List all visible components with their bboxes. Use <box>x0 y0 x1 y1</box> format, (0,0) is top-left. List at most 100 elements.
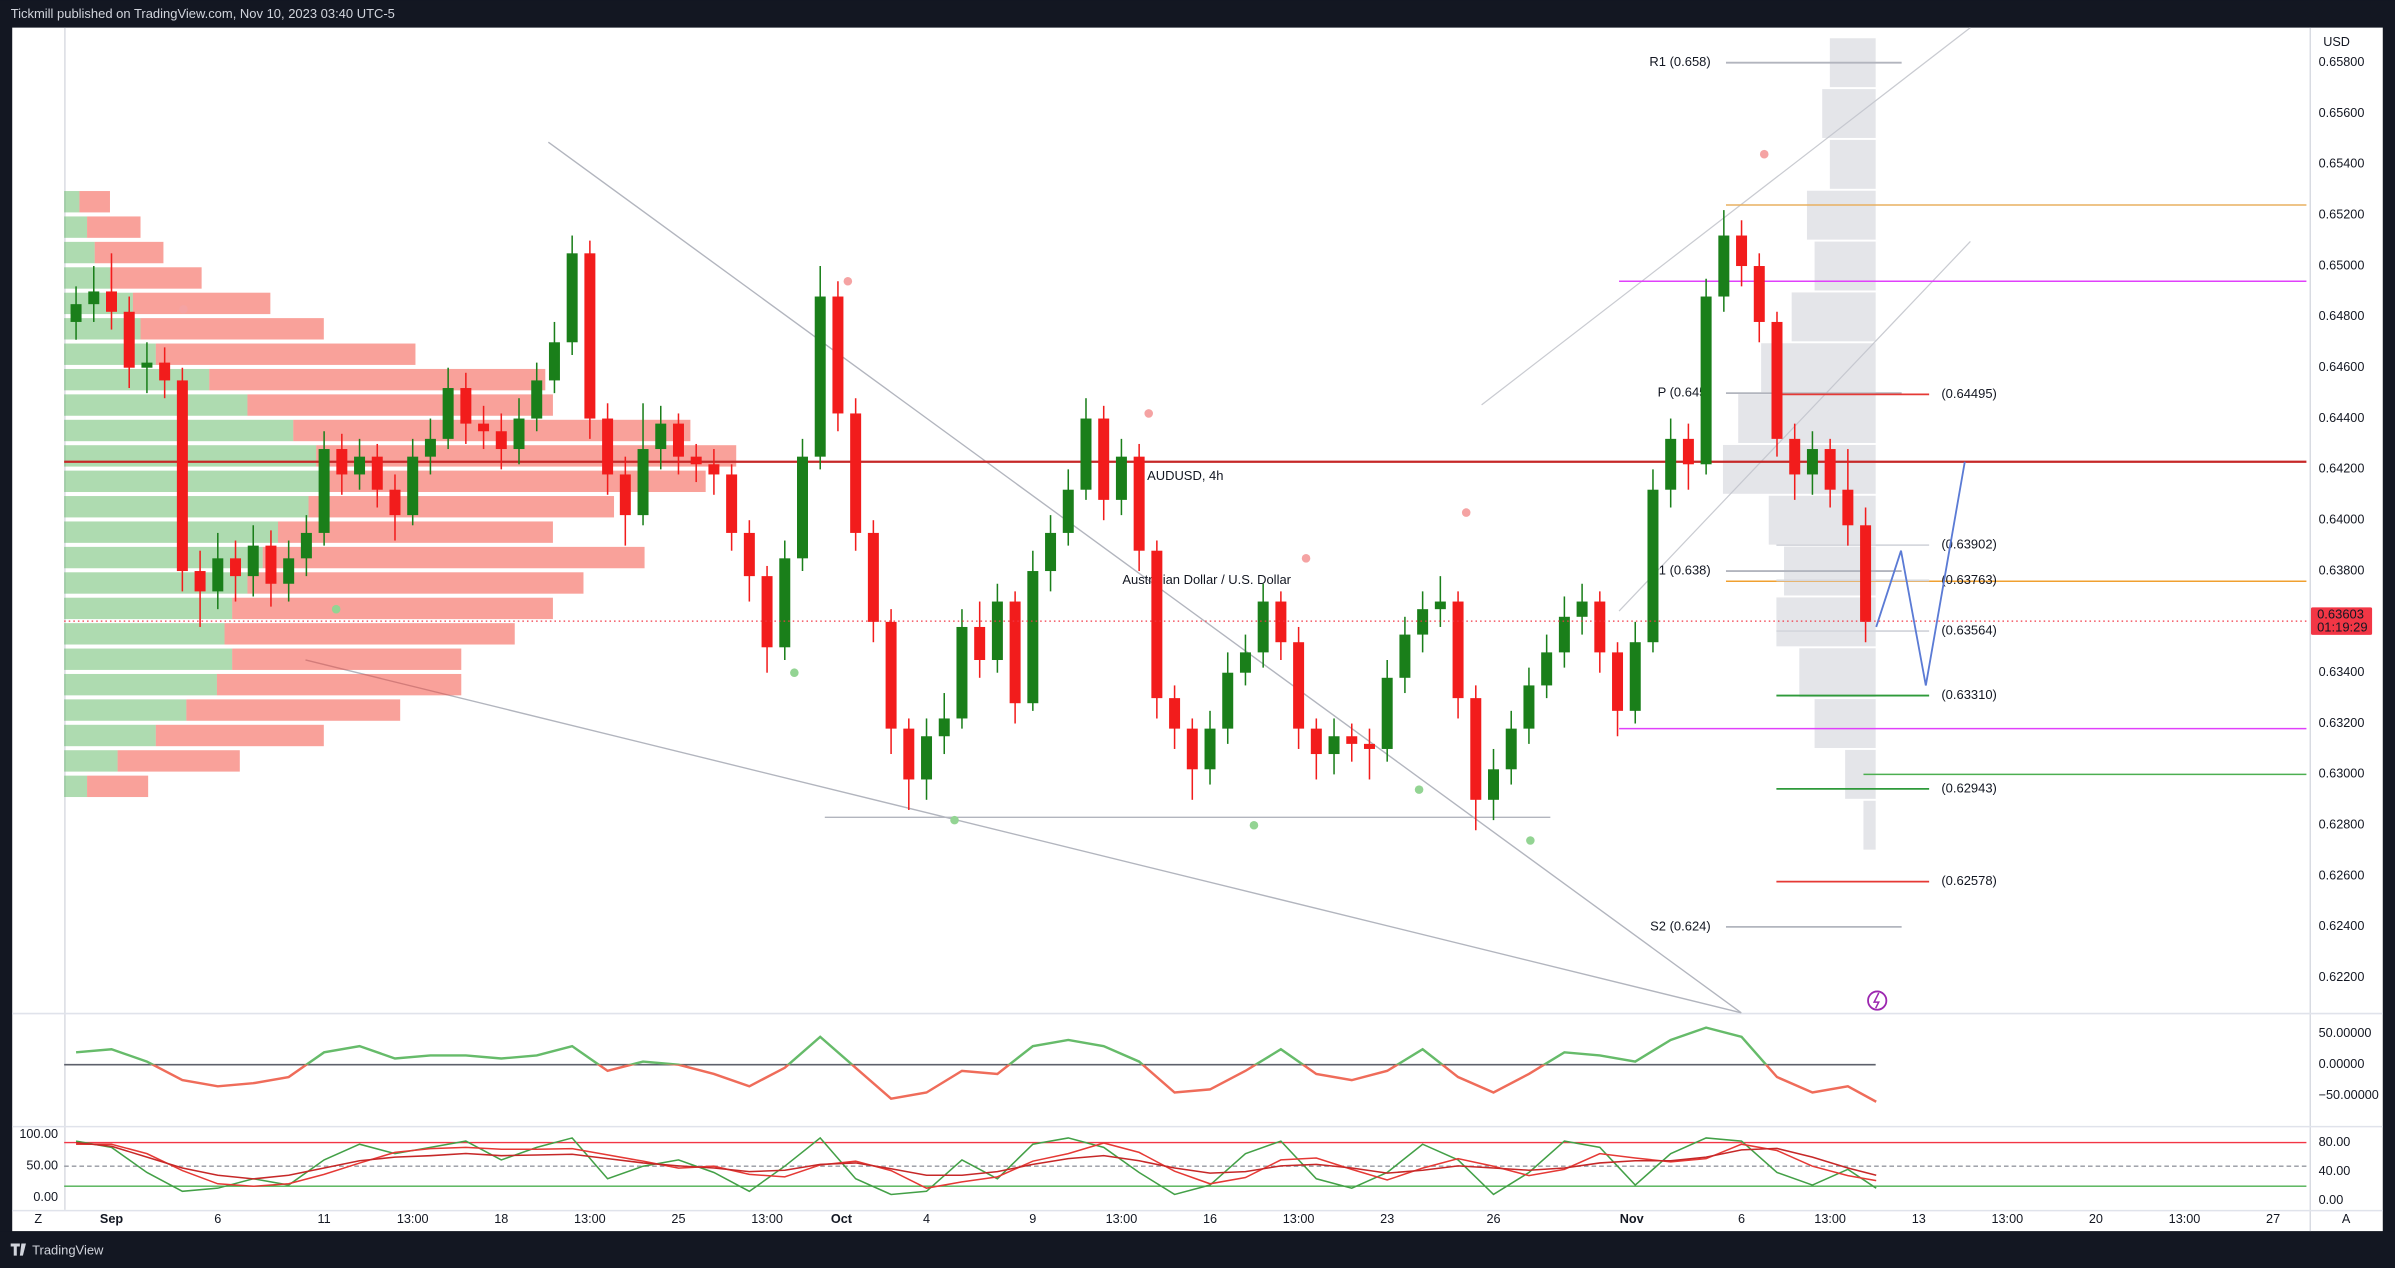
level-label: (0.63310) <box>1941 687 1997 702</box>
x-tick-label: 23 <box>1380 1212 1394 1226</box>
volume-sell <box>247 572 584 594</box>
candle-body <box>1204 728 1216 770</box>
volume-sell <box>155 343 416 365</box>
volume-sell <box>247 394 553 416</box>
candle-body <box>1736 235 1748 267</box>
volume-sell <box>155 724 324 747</box>
volume-buy <box>64 368 210 391</box>
candle-body <box>832 296 844 414</box>
projection-path <box>1875 461 1966 686</box>
watermark-description: Australian Dollar / U.S. Dollar <box>1122 572 1291 587</box>
y-tick-label: 0.64000 <box>2319 513 2365 527</box>
channel-line <box>1481 27 1971 406</box>
level-label: R1 (0.658) <box>1649 54 1710 69</box>
candle-body <box>283 558 295 584</box>
level-label: (0.64495) <box>1941 386 1997 401</box>
candle-body <box>1789 438 1801 475</box>
y-tick-label: 0.63400 <box>2319 665 2365 679</box>
candle-body <box>726 474 738 533</box>
candle-body <box>1381 677 1393 749</box>
x-tick-label: 13:00 <box>2169 1212 2201 1226</box>
candle-body <box>566 253 578 343</box>
pivot-marker <box>1249 820 1259 830</box>
candle-body <box>1417 609 1429 635</box>
candle-body <box>1310 728 1322 755</box>
volume-buy <box>64 699 187 721</box>
candle-body <box>513 418 525 450</box>
x-tick-label: Sep <box>100 1212 123 1226</box>
candle-body <box>1045 532 1057 572</box>
candle-body <box>176 380 188 572</box>
trend-line <box>547 141 1742 1014</box>
volume-buy <box>64 267 110 289</box>
y-tick-label: 0.65200 <box>2319 208 2365 222</box>
volume-sell <box>232 597 553 620</box>
pivot-marker <box>179 304 188 314</box>
candle-body <box>212 558 224 592</box>
candle-body <box>619 474 631 516</box>
pivot-marker <box>1759 149 1769 159</box>
volume-buy <box>64 724 156 747</box>
y-tick-label: 0.00 <box>33 1190 58 1204</box>
candle-body <box>637 449 649 516</box>
volume-buy <box>64 521 278 543</box>
candle-body <box>460 388 472 424</box>
x-tick-label: Nov <box>1620 1212 1644 1226</box>
candle-body <box>424 438 436 457</box>
volume-buy <box>64 394 248 416</box>
session-volume <box>1791 292 1876 342</box>
candle-body <box>1257 601 1269 653</box>
session-volume <box>1806 190 1876 240</box>
volume-sell <box>79 191 110 213</box>
x-tick-label: 9 <box>1029 1212 1036 1226</box>
volume-sell <box>224 623 515 645</box>
pivot-marker <box>1414 785 1424 794</box>
y-tick-label: 0.64600 <box>2319 360 2365 374</box>
pivot-marker <box>331 604 341 614</box>
level-label: S2 (0.624) <box>1650 918 1711 933</box>
pivot-marker <box>843 277 853 286</box>
candle-body <box>672 423 684 457</box>
candle-body <box>1346 736 1358 744</box>
candle-body <box>779 558 791 648</box>
volume-sell <box>87 216 141 238</box>
y-tick-label: 100.00 <box>19 1127 58 1141</box>
volume-sell <box>308 496 615 518</box>
session-volume <box>1738 394 1876 443</box>
header-text: Tickmill published on TradingView.com, N… <box>11 6 395 21</box>
level-label: (0.62578) <box>1941 873 1997 888</box>
x-tick-label: 20 <box>2089 1212 2103 1226</box>
x-tick-label: 18 <box>494 1212 508 1226</box>
candle-body <box>371 456 383 490</box>
y-tick-label: 0.64800 <box>2319 309 2365 323</box>
y-tick-label: 0.65000 <box>2319 258 2365 272</box>
candle-body <box>1222 672 1234 729</box>
auto-scale-button[interactable]: A <box>2342 1212 2351 1226</box>
candle-body <box>1647 489 1659 643</box>
candle-body <box>903 728 915 780</box>
candle-body <box>850 413 862 533</box>
candle-body <box>1027 571 1039 704</box>
alert-icon-bolt <box>1872 992 1880 1009</box>
candle-body <box>1558 616 1570 653</box>
volume-sell <box>209 368 546 391</box>
alert-icon[interactable] <box>1867 990 1888 1011</box>
x-tick-label: 27 <box>2266 1212 2280 1226</box>
candle-body <box>1328 736 1340 755</box>
candle-body <box>1363 743 1375 749</box>
candle-body <box>602 418 614 475</box>
x-tick-label: 25 <box>671 1212 685 1226</box>
volume-buy <box>64 750 118 772</box>
candle-body <box>247 545 259 577</box>
volume-sell <box>132 292 271 315</box>
x-tick-label: 16 <box>1203 1212 1217 1226</box>
volume-buy <box>64 216 88 238</box>
candle-body <box>1629 642 1641 711</box>
candle-body <box>389 489 401 516</box>
candle-body <box>1169 698 1181 729</box>
zoom-button[interactable]: Z <box>34 1212 42 1226</box>
candle-body <box>265 545 277 584</box>
y-tick-label: 0.63800 <box>2319 563 2365 577</box>
footer-brand: TradingView <box>32 1243 104 1258</box>
